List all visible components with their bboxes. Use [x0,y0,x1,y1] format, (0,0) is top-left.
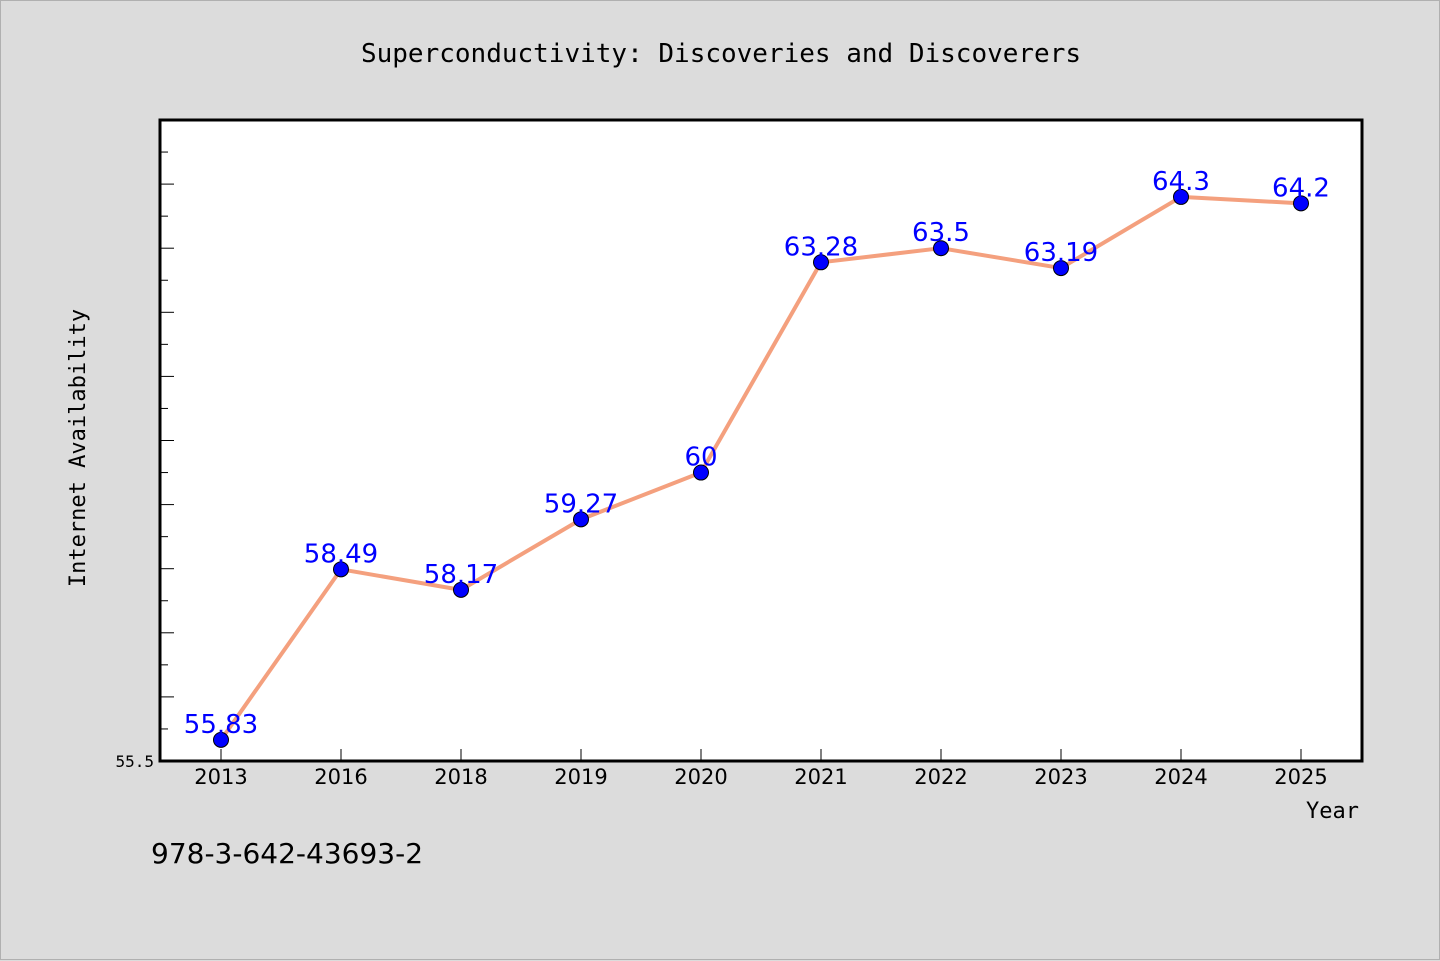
y-axis-label: Internet Availability [66,309,91,587]
x-tick-label: 2025 [1274,765,1327,789]
x-tick-label: 2013 [194,765,247,789]
data-label: 63.28 [784,232,858,262]
data-point [453,581,469,598]
x-tick-label: 2024 [1154,765,1207,789]
data-point [1053,260,1069,277]
data-point [933,240,949,257]
isbn-text: 978-3-642-43693-2 [151,837,423,870]
data-label: 64.2 [1272,173,1330,203]
data-point [1173,188,1189,205]
x-tick-label: 2019 [554,765,607,789]
data-label: 60 [684,443,717,473]
data-label: 55.83 [184,710,258,740]
chart-title: Superconductivity: Discoveries and Disco… [361,39,1081,69]
data-point [693,464,709,481]
data-label: 63.19 [1024,238,1098,268]
data-label: 64.3 [1152,167,1210,197]
data-point [573,511,589,528]
x-axis-ticks: 2013 2016 2018 2019 2020 2021 2022 2023 2024 2025 [194,749,1328,789]
x-tick-label: 2021 [794,765,847,789]
data-point [213,731,229,748]
x-tick-label: 2018 [434,765,487,789]
x-axis-label: Year [1306,799,1359,824]
data-labels-group: 55.83 58.49 58.17 59.27 60 63.28 63.5 63.19 64.3… [184,167,1330,740]
y-tick-label-min: 55.5 [115,752,154,771]
data-point [1293,195,1309,212]
x-tick-label: 2020 [674,765,727,789]
y-axis-ticks [160,119,174,762]
data-label: 59.27 [544,489,618,519]
data-label: 58.49 [304,539,378,569]
data-label: 58.17 [424,560,498,590]
data-point [813,254,829,271]
data-label: 63.5 [912,218,970,248]
x-tick-label: 2022 [914,765,967,789]
x-tick-label: 2023 [1034,765,1087,789]
plot-area [158,118,1364,763]
series-line [219,194,1302,741]
series-line-group [213,188,1309,748]
x-tick-label: 2016 [314,765,367,789]
data-point [333,561,349,578]
